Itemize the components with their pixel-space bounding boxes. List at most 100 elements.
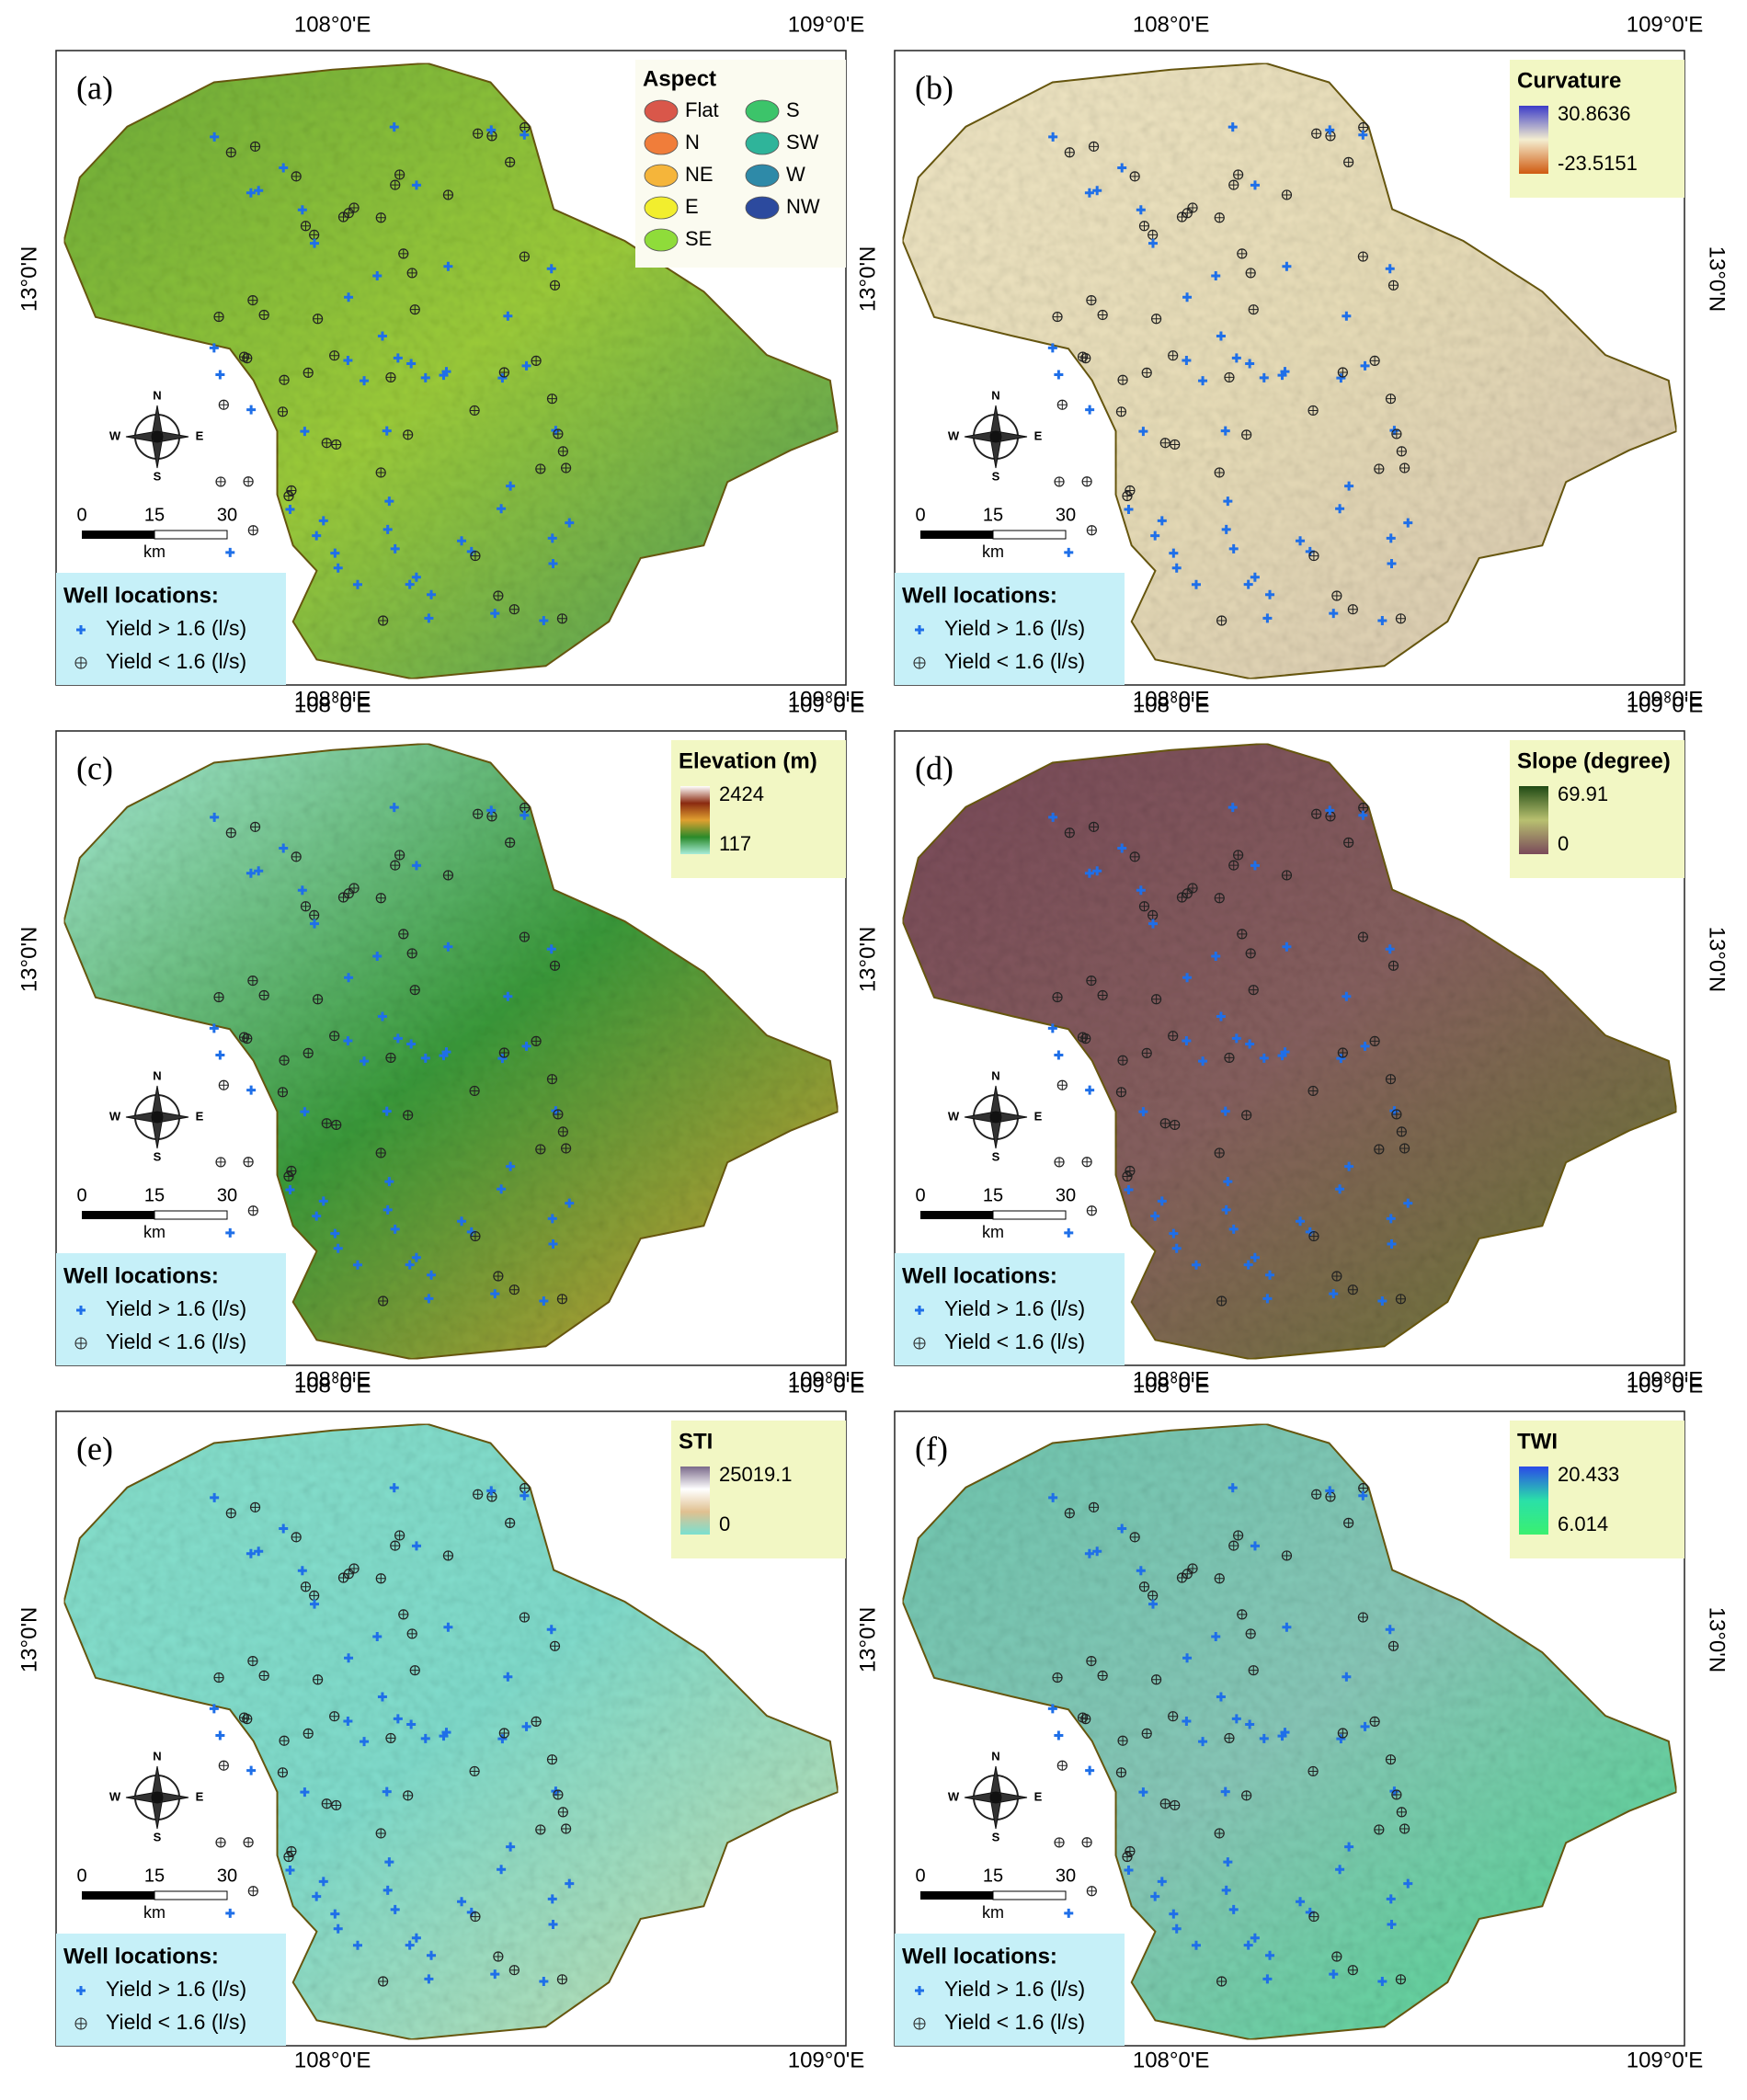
well-high-yield xyxy=(1228,1224,1239,1234)
legend-item-label: SW xyxy=(786,131,819,154)
well-low-yield-cross xyxy=(259,310,269,320)
well-low-yield-cross xyxy=(1396,613,1406,623)
well-high-yield xyxy=(76,1306,86,1315)
well-low-yield-cross xyxy=(1249,985,1259,995)
well-high-yield xyxy=(389,1483,399,1493)
study-area xyxy=(901,1422,1678,2041)
legend-item-label: NW xyxy=(786,195,820,218)
compass-letter: W xyxy=(948,428,960,442)
well-high-yield xyxy=(411,1252,421,1262)
well-high-yield xyxy=(1296,1216,1306,1227)
well-low-yield-cross xyxy=(1246,948,1256,958)
well-high-yield xyxy=(406,1719,417,1729)
well-low-yield-cross xyxy=(309,1591,319,1601)
compass-letter: E xyxy=(1034,428,1043,442)
well-low-yield-cross xyxy=(1348,604,1358,614)
well-low-yield-cross xyxy=(1125,485,1135,496)
well-legend-title: Well locations: xyxy=(902,1263,1057,1288)
well-low-yield-cross xyxy=(1177,893,1187,903)
well-low-yield-cross xyxy=(313,314,323,324)
well-low-yield-cross xyxy=(1233,1530,1243,1540)
well-low-yield-cross xyxy=(329,1031,339,1041)
well-high-yield xyxy=(300,1107,310,1117)
well-high-yield xyxy=(1245,359,1255,369)
well-low-yield-cross xyxy=(1215,1828,1225,1838)
well-low-yield-cross xyxy=(1348,1965,1358,1975)
well-low-yield-cross xyxy=(286,1166,296,1176)
well-low-yield-cross xyxy=(248,1886,258,1896)
well-high-yield xyxy=(1150,1211,1160,1221)
well-low-yield-cross xyxy=(1116,1087,1126,1097)
well-high-yield xyxy=(1265,1950,1275,1960)
well-low-yield-cross xyxy=(1151,1674,1161,1684)
well-legend-item: Yield > 1.6 (l/s) xyxy=(106,1296,246,1320)
well-high-yield xyxy=(390,543,400,554)
lon-label: 109°0'E xyxy=(788,1367,865,1392)
well-low-yield-cross xyxy=(1343,838,1353,848)
well-high-yield xyxy=(411,572,421,582)
well-high-yield xyxy=(411,1933,421,1943)
scale-tick-label: 30 xyxy=(1056,1185,1076,1205)
legend-title: STI xyxy=(679,1429,713,1454)
well-low-yield-cross xyxy=(914,2018,925,2029)
well-low-yield-cross xyxy=(1118,375,1128,385)
legend-swatch xyxy=(644,164,679,188)
well-low-yield-cross xyxy=(75,657,86,668)
well-high-yield xyxy=(1182,292,1193,302)
well-low-yield-cross xyxy=(553,1109,563,1119)
well-low-yield-cross xyxy=(214,1672,224,1683)
well-high-yield xyxy=(330,1909,340,1919)
well-high-yield xyxy=(1231,1033,1241,1044)
well-high-yield xyxy=(382,426,392,436)
well-high-yield xyxy=(405,579,415,589)
compass-letter: S xyxy=(154,1830,162,1843)
well-low-yield-cross xyxy=(1237,1609,1247,1619)
scale-bar-light xyxy=(992,530,1067,540)
well-high-yield xyxy=(1171,563,1182,573)
well-high-yield xyxy=(497,1734,508,1744)
well-low-yield-cross xyxy=(535,463,545,474)
well-low-yield-cross xyxy=(338,1573,348,1583)
well-high-yield xyxy=(1136,205,1146,215)
well-high-yield xyxy=(215,1050,225,1060)
scale-bar-dark xyxy=(920,531,993,539)
well-legend-title: Well locations: xyxy=(63,1263,219,1288)
well-low-yield-cross xyxy=(531,1036,542,1046)
lon-label: 109°0'E xyxy=(788,687,865,712)
well-low-yield-cross xyxy=(1125,1166,1135,1176)
well-low-yield-cross xyxy=(1282,870,1292,880)
compass-letter: S xyxy=(992,1149,1000,1163)
well-low-yield-cross xyxy=(1082,1157,1092,1167)
lat-label: 13°0'N xyxy=(855,1607,880,1673)
well-high-yield xyxy=(209,343,219,353)
well-low-yield-cross xyxy=(259,990,269,1000)
well-high-yield xyxy=(915,1986,924,1995)
legend-min: 0 xyxy=(1558,832,1569,855)
well-low-yield-cross xyxy=(394,1530,405,1540)
well-high-yield xyxy=(1138,1787,1148,1798)
lon-label: 108°0'E xyxy=(1133,1373,1210,1398)
legend-item-label: SE xyxy=(685,227,712,250)
well-high-yield xyxy=(521,1041,531,1051)
well-high-yield xyxy=(384,1857,394,1867)
well-low-yield-cross xyxy=(226,1508,236,1518)
well-low-yield-cross xyxy=(1308,1766,1319,1776)
well-high-yield xyxy=(1344,481,1354,491)
well-high-yield xyxy=(420,372,430,382)
well-low-yield-cross xyxy=(1338,1728,1348,1738)
well-high-yield xyxy=(1223,1857,1233,1867)
scale-tick-label: 30 xyxy=(1056,505,1076,525)
well-low-yield-cross xyxy=(286,1846,296,1856)
well-low-yield-cross xyxy=(1142,1048,1152,1058)
well-low-yield-cross xyxy=(561,462,571,473)
well-high-yield xyxy=(1386,533,1396,543)
well-high-yield xyxy=(330,1228,340,1238)
well-low-yield-cross xyxy=(349,202,360,212)
study-area xyxy=(901,62,1678,680)
well-low-yield-cross xyxy=(1358,1613,1368,1623)
well-low-yield-cross xyxy=(1215,893,1225,903)
well-high-yield xyxy=(1344,1161,1354,1171)
well-low-yield-cross xyxy=(1177,212,1187,223)
well-high-yield xyxy=(1335,504,1345,514)
well-high-yield xyxy=(1092,186,1102,196)
